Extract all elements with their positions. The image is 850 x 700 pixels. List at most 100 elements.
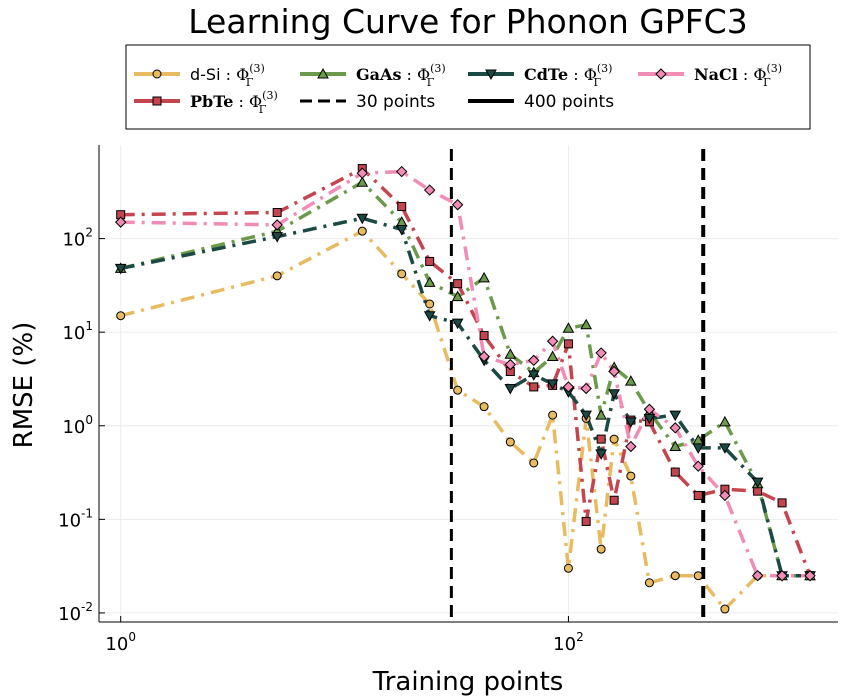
data-point: [609, 434, 619, 444]
data-point: [504, 348, 517, 359]
series-nacl: [120, 169, 810, 578]
legend-swatch-marker: [485, 69, 497, 81]
x-tick-label: 100: [105, 630, 136, 655]
legend-entry-nacl: NaCl : Φ(3) Γ: [638, 62, 782, 89]
data-point: [423, 184, 436, 196]
data-point: [777, 498, 787, 508]
data-point: [451, 290, 464, 302]
data-point: [271, 219, 283, 231]
plot-area: 10-2 10-1 100 101 102 100 102: [58, 145, 838, 655]
data-point: [356, 176, 369, 187]
data-point: [753, 486, 763, 496]
legend-entry-label: PbTe : Φ(3) Γ: [190, 89, 278, 116]
legend-entry-pbte: PbTe : Φ(3) Γ: [134, 89, 278, 116]
data-point: [804, 569, 816, 582]
data-point: [563, 563, 573, 573]
data-point: [425, 299, 435, 309]
data-point: [626, 471, 636, 481]
legend-entry-label: d-Si : Φ(3) Γ: [190, 62, 265, 89]
series-line: [120, 229, 810, 611]
data-point: [692, 460, 704, 472]
series-gaas: [120, 180, 810, 578]
data-point: [644, 578, 654, 588]
y-axis-label: RMSE (%): [9, 322, 39, 449]
data-point: [451, 199, 464, 211]
legend-swatch-marker: [317, 67, 329, 79]
data-point: [396, 165, 408, 178]
data-point: [423, 311, 436, 322]
x-tick-label: 102: [553, 630, 584, 655]
data-point: [751, 477, 764, 489]
data-point: [271, 232, 284, 243]
data-point: [529, 382, 539, 392]
data-point: [596, 544, 606, 554]
legend-swatch-marker: [152, 96, 162, 106]
data-point: [625, 440, 637, 453]
data-point: [669, 410, 682, 422]
data-point: [580, 410, 593, 422]
data-point: [397, 269, 407, 279]
data-point: [624, 417, 637, 428]
legend-entry-label: NaCl : Φ(3) Γ: [694, 62, 782, 89]
legend-entry-cdte: CdTe : Φ(3) Γ: [468, 62, 612, 89]
data-point: [719, 415, 731, 427]
data-point: [719, 443, 731, 454]
data-point: [478, 271, 490, 283]
data-point: [595, 449, 607, 460]
data-point: [397, 202, 407, 212]
y-tick-label: 10-1: [58, 506, 93, 531]
data-point: [114, 263, 127, 275]
legend-entry-vline-400: 400 points: [468, 92, 614, 112]
data-point: [580, 382, 592, 395]
data-point: [548, 410, 558, 420]
series-markers-nacl: [114, 165, 816, 582]
legend-entry-label: GaAs : Φ(3) Γ: [356, 62, 446, 89]
legend-entry-label: 30 points: [356, 92, 435, 112]
data-point: [624, 375, 637, 386]
legend-box: [125, 44, 811, 130]
series-markers-pbte: [116, 164, 815, 581]
data-point: [562, 381, 575, 393]
data-point: [669, 440, 682, 452]
legend-swatch-marker: [152, 69, 162, 79]
x-axis-label: Training points: [372, 667, 564, 697]
data-point: [453, 385, 463, 395]
data-point: [479, 402, 489, 412]
data-point: [596, 434, 606, 444]
series-line: [120, 169, 810, 578]
data-point: [272, 271, 282, 281]
data-point: [356, 167, 368, 179]
data-point: [692, 443, 705, 454]
data-point: [608, 365, 620, 378]
data-point: [581, 516, 591, 526]
data-point: [357, 226, 367, 236]
data-point: [720, 604, 730, 614]
y-tick-label: 100: [62, 413, 93, 438]
data-point: [595, 409, 607, 420]
data-point: [451, 318, 464, 330]
data-point: [608, 389, 620, 400]
data-point: [272, 207, 282, 217]
series-line: [120, 216, 810, 578]
data-point: [609, 495, 619, 505]
y-tick-label: 101: [62, 319, 93, 344]
legend-entry-label: CdTe : Φ(3) Γ: [524, 62, 612, 89]
data-point: [670, 467, 680, 477]
y-tick-label: 102: [62, 226, 93, 251]
series-line: [120, 166, 812, 577]
data-point: [580, 318, 593, 330]
data-point: [356, 213, 369, 225]
data-point: [395, 225, 408, 236]
data-point: [505, 437, 515, 447]
data-point: [528, 354, 540, 367]
data-point: [479, 331, 489, 341]
series-pbte: [120, 166, 812, 577]
data-point: [546, 335, 559, 347]
data-point: [643, 403, 656, 415]
data-point: [693, 490, 703, 500]
data-point: [546, 379, 559, 390]
data-point: [546, 350, 559, 361]
data-point: [423, 276, 436, 287]
